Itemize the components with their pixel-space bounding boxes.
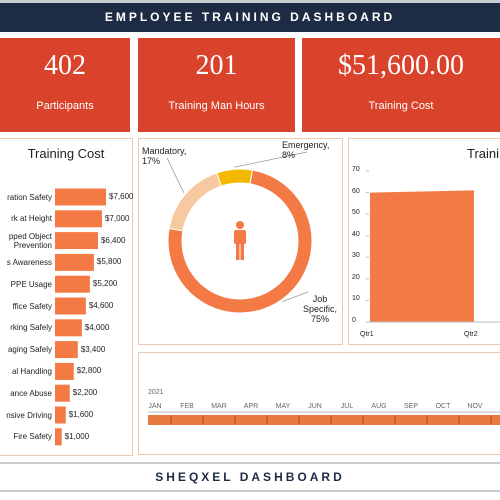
chart-title: Training Cost: [27, 146, 105, 161]
month-label: SEP: [403, 403, 418, 410]
value-label: $5,800: [96, 257, 122, 267]
value-label: $7,600: [109, 192, 134, 201]
category-label: PPE Usage: [10, 279, 52, 289]
value-label: $2,800: [76, 366, 102, 376]
timeline-bar: [148, 415, 500, 425]
bar: [55, 275, 90, 293]
month-label: OCT: [435, 403, 451, 410]
month-label: JUN: [308, 403, 322, 410]
month-label: AUG: [371, 403, 387, 410]
category-label: ration Safety: [7, 192, 52, 202]
area: [370, 190, 474, 322]
leader-line: [234, 151, 308, 168]
timeline-year: 2021: [148, 389, 164, 396]
month-label: FEB: [180, 403, 194, 410]
kpi-value: $51,600.00: [338, 50, 464, 81]
bar: [55, 362, 74, 380]
bar: [55, 341, 78, 359]
category-label: s Awareness: [6, 257, 52, 267]
bar: [55, 210, 102, 228]
category-label: rking Safely: [10, 323, 52, 333]
kpi-value: 402: [44, 50, 86, 81]
category-label: nsive Driving: [6, 410, 52, 420]
leader-line: [166, 157, 185, 194]
value-label: $1,000: [64, 431, 90, 441]
month-label: JAN: [148, 403, 162, 410]
category-label: al Handling: [11, 366, 52, 376]
chart-title: Traini: [467, 146, 500, 161]
value-label: $3,400: [80, 344, 106, 354]
slice-label: Emergency, 8%: [282, 140, 330, 160]
y-tick-label: 20: [352, 273, 360, 281]
bar: [55, 232, 98, 250]
person-icon: [234, 221, 246, 260]
timeline-panel: [138, 352, 500, 455]
bar: [55, 297, 86, 315]
value-label: $2,200: [72, 388, 98, 398]
value-label: $6,400: [100, 235, 126, 245]
category-label: pped Object Prevention: [8, 231, 52, 250]
month-label: NOV: [467, 403, 483, 410]
value-label: $5,200: [92, 279, 118, 289]
y-tick-label: 0: [352, 317, 356, 324]
bar: [55, 406, 66, 424]
header-title: EMPLOYEE TRAINING DASHBOARD: [0, 0, 500, 32]
kpi-card: $51,600.00 Training Cost: [302, 38, 500, 132]
footer-title: SHEQXEL DASHBOARD: [0, 462, 500, 492]
y-tick-label: 70: [352, 166, 360, 173]
x-tick-label: Qtr2: [464, 331, 478, 338]
category-label: ffice Safety: [12, 301, 52, 311]
month-label: APR: [243, 403, 259, 410]
bar: [55, 253, 94, 271]
value-label: $4,000: [84, 322, 110, 332]
category-label: aging Safely: [7, 345, 52, 355]
category-label: Fire Safety: [13, 432, 52, 442]
kpi-card: 201 Training Man Hours: [138, 38, 295, 132]
month-label: MAR: [211, 403, 227, 410]
value-label: $4,600: [88, 301, 114, 310]
kpi-card: 402 Participants: [0, 38, 130, 132]
bar: [55, 384, 70, 402]
kpi-value: 201: [195, 50, 238, 81]
slice-label: Mandatory, 17%: [142, 146, 187, 166]
kpi-label: Training Cost: [368, 100, 434, 112]
bar: [55, 188, 106, 206]
y-tick-label: 60: [352, 187, 360, 195]
month-label: MAY: [275, 403, 291, 410]
category-label: rk at Height: [11, 214, 52, 224]
y-tick-label: 40: [352, 230, 360, 238]
category-label: ance Abuse: [10, 388, 52, 398]
kpi-label: Participants: [36, 100, 94, 112]
donut-slice: [168, 172, 222, 232]
leader-line: [282, 291, 309, 302]
value-label: $1,600: [68, 410, 94, 419]
donut-slice: [167, 169, 313, 314]
y-tick-label: 10: [352, 295, 360, 303]
slice-label: Job Specific, 75%: [302, 294, 337, 324]
x-tick-label: Qtr1: [360, 331, 374, 338]
month-label: JUL: [340, 403, 354, 410]
donut-slice: [216, 168, 254, 187]
value-label: $7,000: [104, 213, 130, 223]
bar: [55, 319, 82, 337]
bar: [55, 428, 62, 446]
kpi-label: Training Man Hours: [168, 100, 265, 112]
y-tick-label: 30: [352, 252, 360, 260]
y-tick-label: 50: [352, 209, 360, 217]
